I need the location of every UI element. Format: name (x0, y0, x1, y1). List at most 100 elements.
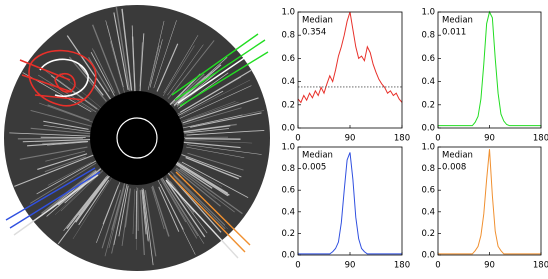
streak (139, 33, 145, 92)
x-tick-label: 90 (484, 261, 495, 271)
x-tick-label: 180 (533, 134, 548, 144)
streak (88, 56, 110, 92)
streak (36, 160, 97, 195)
streak (75, 175, 110, 223)
streak (151, 185, 170, 237)
streak (37, 153, 88, 170)
streak (183, 107, 242, 125)
streak (92, 48, 115, 94)
x-tick-label: 0 (295, 261, 300, 271)
streak (149, 39, 163, 88)
x-tick-label: 180 (394, 134, 410, 144)
data-line (297, 11, 403, 104)
y-tick-label: 0.2 (421, 229, 435, 239)
streak (156, 43, 179, 92)
streak (165, 180, 206, 238)
median-value: 0.005 (302, 163, 326, 173)
streak (173, 175, 226, 230)
x-tick-label: 0 (435, 134, 440, 144)
streak (132, 189, 136, 235)
y-tick-label: 0.2 (281, 229, 295, 239)
streak (176, 167, 235, 213)
red-loops (19, 49, 97, 107)
orange-streak (165, 171, 251, 259)
y-tick-label: 0.6 (421, 54, 435, 64)
streak (30, 110, 94, 128)
y-tick-label: 0.2 (281, 100, 295, 110)
streak (47, 141, 88, 146)
streak (175, 56, 228, 104)
streak (175, 169, 221, 207)
y-tick-label: 0.6 (421, 186, 435, 196)
streak (121, 8, 133, 91)
streak (105, 20, 124, 88)
streak (182, 97, 259, 124)
streak (66, 178, 106, 230)
x-tick-label: 0 (295, 134, 300, 144)
streak (109, 40, 126, 95)
y-tick-label: 0.4 (421, 77, 435, 87)
streak (167, 44, 204, 96)
streak (19, 146, 88, 160)
streak (121, 192, 130, 247)
median-value: 0.011 (442, 28, 466, 38)
streak (180, 114, 243, 129)
streak (178, 85, 252, 120)
streak (179, 100, 236, 123)
x-tick-label: 90 (345, 134, 356, 144)
streak (115, 7, 131, 91)
streak (149, 45, 160, 85)
streak (160, 183, 184, 230)
streak (181, 124, 231, 133)
streak (163, 35, 199, 93)
streak (180, 69, 252, 113)
streak (14, 154, 95, 187)
streak (30, 127, 92, 135)
median-value: 0.008 (442, 163, 466, 173)
streak (64, 173, 98, 204)
annotation: Median (302, 151, 333, 161)
y-tick-label: 0.0 (281, 124, 295, 134)
streak (66, 35, 112, 100)
streak (104, 190, 124, 257)
plot-frame (437, 11, 542, 129)
y-tick-label: 0.8 (421, 31, 435, 41)
streak (43, 120, 89, 130)
streak (45, 150, 86, 162)
y-tick-label: 1.0 (421, 143, 435, 153)
y-tick-label: 0.8 (281, 164, 295, 174)
streak (143, 188, 154, 266)
streak (139, 42, 143, 87)
streak (180, 79, 251, 116)
y-tick-label: 1.0 (421, 8, 435, 18)
y-tick-label: 1.0 (281, 143, 295, 153)
streak (27, 140, 89, 147)
streak (141, 189, 147, 235)
x-tick-label: 0 (435, 261, 440, 271)
y-tick-label: 0.2 (421, 100, 435, 110)
streak (185, 156, 240, 180)
plot-frame (297, 146, 403, 256)
y-tick-label: 0.4 (281, 77, 295, 87)
streak (185, 139, 253, 144)
streak (139, 190, 145, 256)
streak (188, 131, 234, 136)
solar-limb (116, 117, 158, 159)
streak (153, 20, 177, 89)
y-tick-label: 0.4 (281, 207, 295, 217)
streak (181, 161, 249, 199)
streak (175, 167, 216, 200)
streak (72, 176, 113, 240)
streak (137, 187, 139, 231)
streak (38, 74, 97, 113)
streak (185, 137, 241, 140)
streak (30, 162, 97, 204)
streak (184, 128, 230, 134)
y-tick-label: 0.6 (281, 186, 295, 196)
streak (159, 177, 187, 223)
annotation: Median (442, 151, 473, 161)
streaks (9, 7, 265, 266)
streak (175, 163, 213, 189)
streak (162, 45, 195, 97)
